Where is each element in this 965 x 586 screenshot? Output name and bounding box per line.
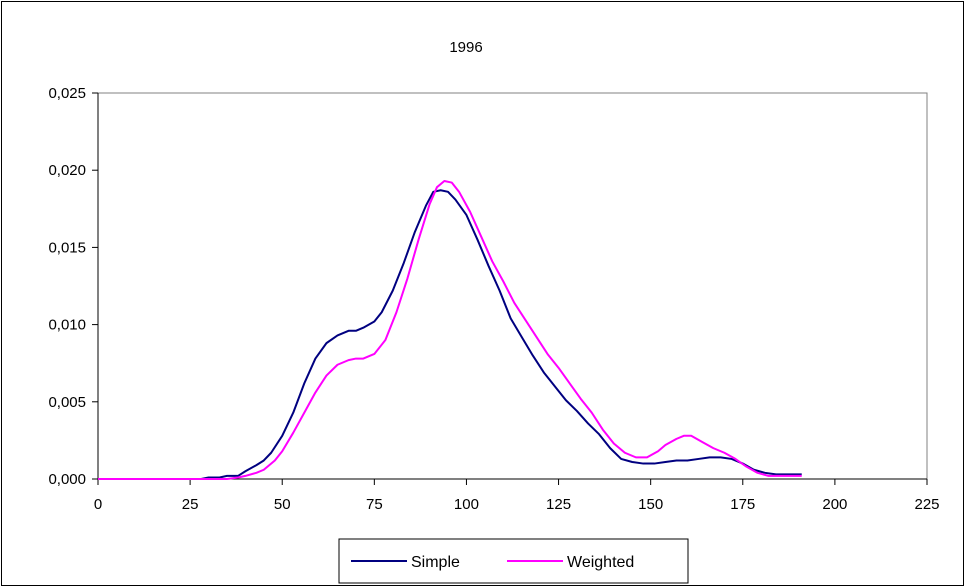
y-tick-label: 0,015 xyxy=(48,239,86,256)
y-tick-label: 0,025 xyxy=(48,85,86,102)
chart-title: 1996 xyxy=(449,39,482,56)
y-tick-label: 0,005 xyxy=(48,394,86,411)
legend-label-weighted: Weighted xyxy=(567,554,634,571)
x-tick-label: 175 xyxy=(730,496,755,513)
legend-label-simple: Simple xyxy=(411,554,460,571)
x-tick-label: 225 xyxy=(914,496,939,513)
x-tick-label: 125 xyxy=(546,496,571,513)
y-tick-label: 0,010 xyxy=(48,317,86,334)
series-layer xyxy=(98,180,802,480)
x-tick-label: 150 xyxy=(638,496,663,513)
y-tick-label: 0,000 xyxy=(48,471,86,488)
plot-area xyxy=(97,92,928,480)
legend: Simple Weighted xyxy=(338,538,689,584)
x-tick-label: 50 xyxy=(274,496,291,513)
x-tick-label: 200 xyxy=(822,496,847,513)
series-line-simple xyxy=(98,189,802,480)
x-tick-label: 25 xyxy=(182,496,199,513)
x-tick-label: 100 xyxy=(454,496,479,513)
x-tick-label: 75 xyxy=(366,496,383,513)
x-tick-label: 0 xyxy=(94,496,102,513)
series-line-weighted xyxy=(98,180,802,480)
axes: 0 25 50 75 100 125 150 175 200 225 0,000 0,005 0,010… xyxy=(48,85,939,513)
y-tick-label: 0,020 xyxy=(48,162,86,179)
